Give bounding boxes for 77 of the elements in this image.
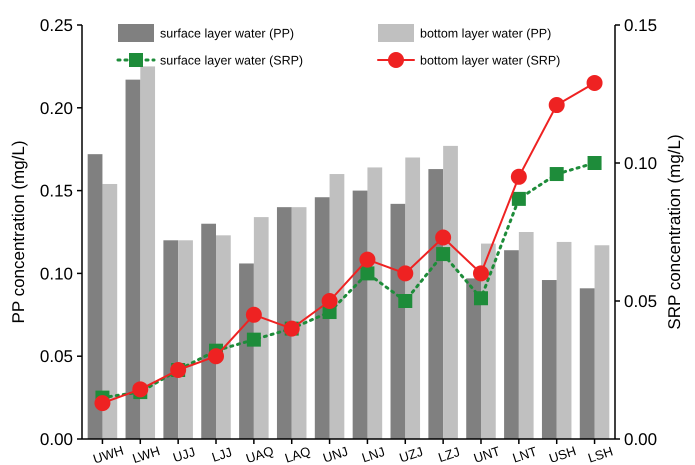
point [398,294,412,308]
bar [314,197,330,439]
bar [443,146,458,439]
x-tick-label: UWH [91,442,126,465]
point [246,306,262,323]
point [586,74,603,91]
bar [239,263,254,439]
bar [178,240,193,439]
bar [518,232,534,439]
bar [254,217,269,439]
point [588,156,602,170]
y-tick-label: 0.15 [40,182,73,201]
legend-label: surface layer water (PP) [160,26,294,40]
bar [428,169,444,439]
point [360,266,374,280]
bar [542,280,557,439]
y2-tick-label: 0.10 [624,154,658,173]
x-tick-label: UZJ [397,444,425,465]
bar [88,154,102,439]
y-tick-label: 0.20 [40,98,73,118]
point [322,293,338,309]
point [94,395,110,412]
point [359,252,376,268]
point [397,265,414,282]
point [548,97,565,114]
bar [580,288,595,439]
bar [292,207,306,439]
point [246,332,261,347]
bar [594,245,610,439]
point [512,192,526,206]
bar [126,80,140,439]
point [472,265,489,282]
bar [140,66,156,439]
y-tick-label: 0.25 [40,16,73,35]
x-tick-label: UJJ [171,444,197,465]
x-tick-label: UNT [472,443,502,465]
x-tick-label: LAQ [282,443,312,465]
point [208,348,224,364]
bar [330,174,344,439]
y-axis-title: PP concentration (mg/L) [9,140,28,324]
legend-label: surface layer water (SRP) [160,53,304,68]
bar [556,242,572,439]
point [474,291,488,306]
y-tick-label: 0.05 [40,347,73,366]
x-tick-label: UNJ [321,444,350,465]
bar [163,240,178,439]
x-tick-label: LWH [130,443,162,465]
bar [352,190,368,439]
x-tick-label: UAQ [244,443,276,465]
x-tick-label: USH [547,443,578,465]
y2-tick-label: 0.00 [624,430,658,449]
bar [276,207,292,439]
bar [504,250,519,439]
bar [466,278,481,439]
bar [405,157,420,439]
y2-tick-label: 0.15 [624,16,658,35]
legend-label: bottom layer water (PP) [420,26,552,40]
point [550,167,564,182]
point [435,230,452,246]
bar [102,184,118,439]
y-tick-label: 0.00 [40,430,73,449]
x-tick-label: LJJ [210,444,234,465]
x-tick-label: LNJ [360,444,387,465]
bar [201,224,216,439]
bar [390,204,406,439]
x-tick-label: LNT [510,444,539,465]
point [132,381,148,398]
bar [367,167,382,439]
y2-axis-title: SRP concentration (mg/L) [665,134,684,330]
y2-tick-label: 0.05 [624,292,658,311]
legend-label: bottom layer water (SRP) [420,53,560,68]
point [436,247,450,262]
bar [216,235,231,439]
x-tick-label: LZJ [436,444,462,465]
x-tick-label: LSH [586,444,615,465]
y-tick-label: 0.10 [40,264,73,284]
point [510,168,527,185]
